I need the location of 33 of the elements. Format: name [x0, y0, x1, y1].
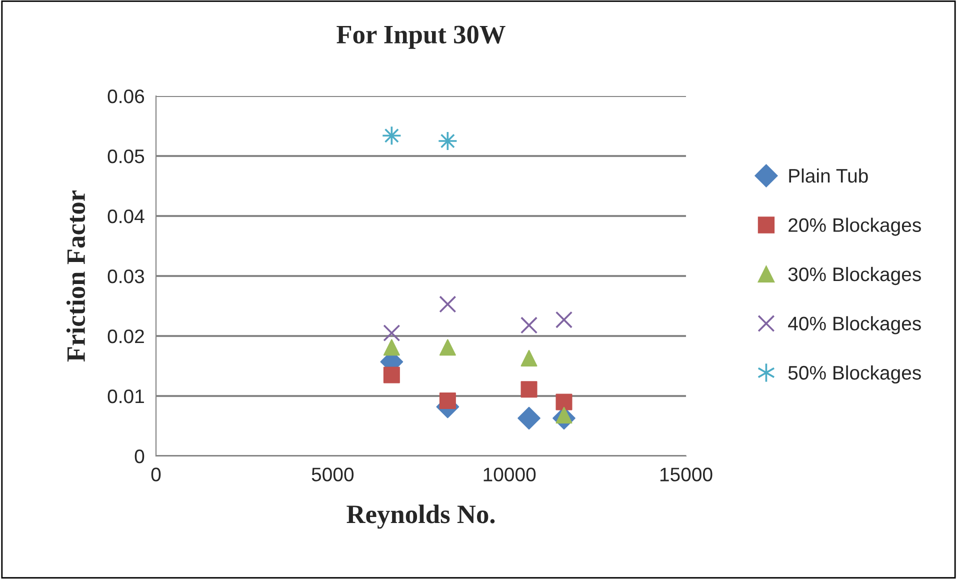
y-axis-title: Friction Factor [66, 190, 86, 362]
point [383, 339, 400, 356]
chart-title: For Input 30W [336, 26, 506, 49]
y-tick-label: 0.02 [108, 329, 144, 344]
point [520, 381, 538, 398]
legend-label: 40% Blockages [788, 316, 921, 334]
y-tick-label: 0.05 [108, 149, 144, 164]
point [438, 131, 458, 151]
point [556, 394, 572, 410]
legend-label: 20% Blockages [788, 218, 921, 236]
legend-label: 50% Blockages [788, 365, 921, 384]
point [520, 350, 538, 366]
x-tick-label: 0 [151, 468, 161, 482]
point [382, 126, 402, 146]
point [439, 392, 456, 410]
y-tick-label: 0.06 [108, 89, 144, 104]
y-tick-label: 0.04 [108, 209, 144, 224]
x-tick-label: 5000 [312, 468, 354, 482]
point [383, 366, 400, 384]
point [439, 339, 456, 356]
legend-label: 30% Blockages [788, 266, 921, 286]
y-tick-label: 0 [134, 449, 144, 464]
y-tick-label: 0.03 [108, 269, 144, 284]
point [555, 311, 573, 328]
y-tick-label: 0.01 [108, 389, 144, 404]
point [520, 316, 538, 334]
point [383, 324, 400, 342]
point [518, 406, 540, 430]
point [439, 296, 456, 313]
x-tick-label: 15000 [660, 468, 712, 482]
legend-label: Plain Tub [789, 168, 868, 183]
x-tick-label: 10000 [484, 468, 536, 482]
x-axis-title: Reynolds No. [346, 504, 495, 529]
